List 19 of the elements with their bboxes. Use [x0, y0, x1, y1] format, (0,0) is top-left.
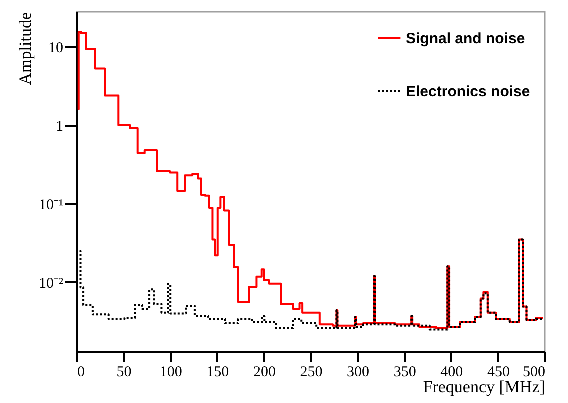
x-tick-label: 200: [253, 364, 276, 380]
x-tick-label: 500: [523, 364, 546, 380]
legend-label: Electronics noise: [406, 84, 530, 100]
x-tick-label: 100: [160, 364, 182, 380]
x-axis-title: Frequency [MHz]: [423, 378, 546, 396]
x-tick-label: 150: [206, 364, 230, 380]
x-tick-label: 0: [78, 364, 85, 380]
x-tick-label: 300: [347, 364, 370, 380]
x-tick-label: 250: [300, 364, 323, 380]
y-tick-label: 10⁻²: [39, 276, 64, 292]
legend-label: Signal and noise: [406, 30, 526, 48]
y-tick-label: 1: [56, 119, 64, 136]
x-tick-label: 350: [394, 364, 416, 380]
y-axis-title: Amplitude: [16, 12, 36, 86]
y-tick-label: 10⁻¹: [39, 198, 64, 214]
y-tick-label: 10: [48, 40, 64, 57]
x-tick-label: 400: [440, 364, 464, 380]
x-tick-label: 50: [116, 364, 132, 380]
x-tick-label: 450: [487, 364, 510, 380]
